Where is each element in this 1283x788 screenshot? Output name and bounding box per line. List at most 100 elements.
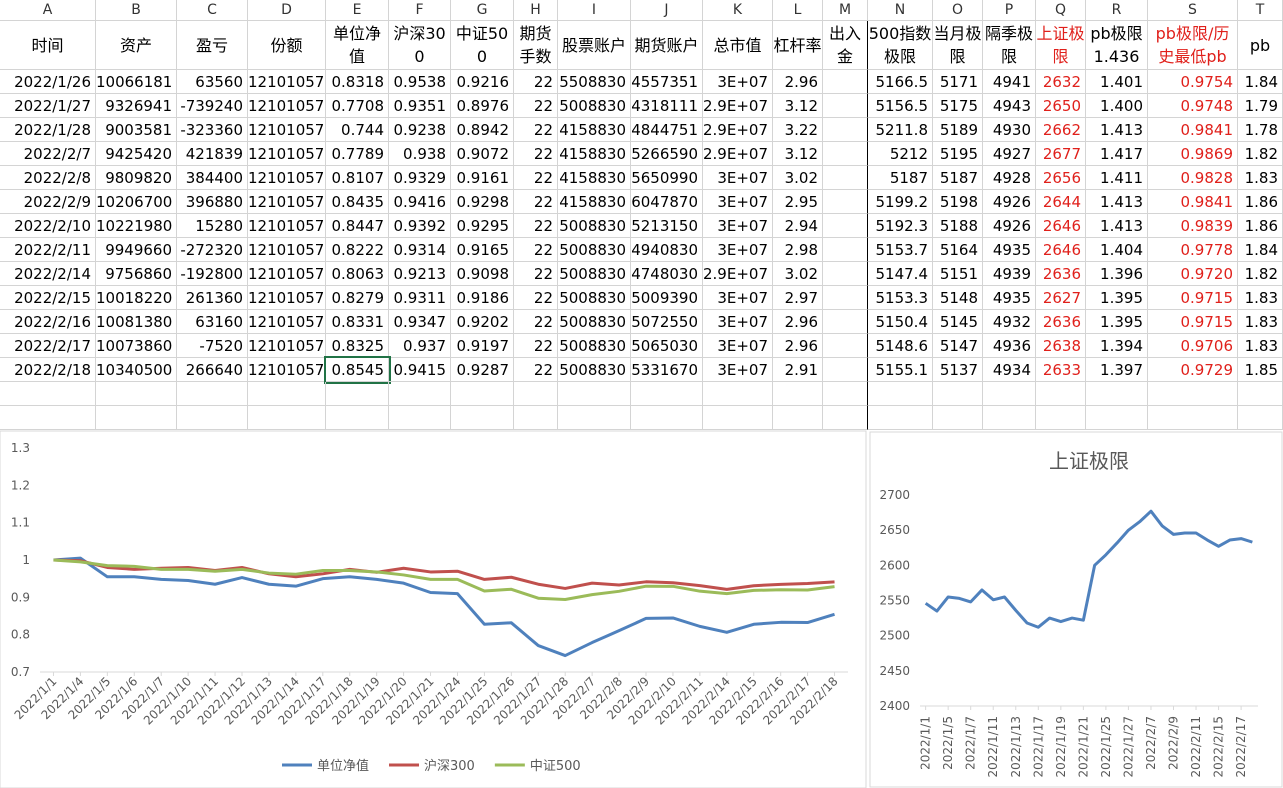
cell: 0.9538 [389,70,451,94]
header-cell: 时间 [0,21,96,70]
cell: 10073860 [96,334,177,358]
cell: 3E+07 [703,190,773,214]
cell [451,382,514,406]
cell [983,406,1036,430]
column-letter: J [631,0,703,21]
cell: 5137 [933,358,983,382]
cell: 10206700 [96,190,177,214]
y-tick-label: 2400 [879,699,910,713]
cell: 5175 [933,94,983,118]
column-letter: B [96,0,177,21]
cell: 5212 [868,142,933,166]
cell: 3E+07 [703,166,773,190]
cell: 5192.3 [868,214,933,238]
cell: 3E+07 [703,358,773,382]
x-tick-label: 2022/2/17 [1234,716,1248,778]
cell: 2022/2/18 [0,358,96,382]
cell: 5166.5 [868,70,933,94]
cell: -272320 [177,238,248,262]
cell: 9949660 [96,238,177,262]
cell: 22 [514,310,558,334]
cell: 0.9754 [1148,70,1238,94]
cell: 12101057 [248,214,326,238]
cell [326,382,389,406]
column-letter: C [177,0,248,21]
cell: 4926 [983,214,1036,238]
cell: 0.9213 [389,262,451,286]
x-tick-label: 2022/2/7 [1144,716,1158,770]
cell: 5008830 [558,334,631,358]
cell: 9003581 [96,118,177,142]
cell: 5187 [933,166,983,190]
cell: 0.9295 [451,214,514,238]
cell: 12101057 [248,118,326,142]
header-cell: 资产 [96,21,177,70]
cell: 2022/2/15 [0,286,96,310]
cell: 5151 [933,262,983,286]
cell: 5150.4 [868,310,933,334]
cell: 4930 [983,118,1036,142]
cell: 9326941 [96,94,177,118]
cell: 4158830 [558,166,631,190]
x-tick-label: 2022/1/27 [1121,716,1135,778]
x-tick-label: 2022/1/1 [919,716,933,770]
cell: 22 [514,286,558,310]
cell [823,406,868,430]
column-letter: G [451,0,514,21]
cell: 0.9392 [389,214,451,238]
cell: 5266590 [631,142,703,166]
cell [631,382,703,406]
header-cell: 上证极限 [1036,21,1086,70]
cell: 0.9298 [451,190,514,214]
cell [451,406,514,430]
cell: 2644 [1036,190,1086,214]
x-tick-label: 2022/1/17 [1031,716,1045,778]
cell: 0.9347 [389,310,451,334]
cell: 5155.1 [868,358,933,382]
cell: 2632 [1036,70,1086,94]
cell: 2.95 [773,190,823,214]
cell: 2.9E+07 [703,142,773,166]
cell: -7520 [177,334,248,358]
y-tick-label: 1 [22,553,30,567]
cell: 9809820 [96,166,177,190]
cell: 5188 [933,214,983,238]
cell: 12101057 [248,142,326,166]
cell: 4158830 [558,190,631,214]
cell: 5153.3 [868,286,933,310]
cell: 1.413 [1086,190,1148,214]
chart-title: 上证极限 [1049,449,1129,473]
cell: 0.9287 [451,358,514,382]
cell: 0.9314 [389,238,451,262]
cell: 4844751 [631,118,703,142]
cell: 0.7789 [326,142,389,166]
cell: 2.94 [773,214,823,238]
cell: 22 [514,190,558,214]
cell: 5148.6 [868,334,933,358]
cell: 0.9778 [1148,238,1238,262]
cell: 2022/2/16 [0,310,96,334]
cell: 0.9197 [451,334,514,358]
column-letter: R [1086,0,1148,21]
cell: 3E+07 [703,286,773,310]
cell: 2646 [1036,238,1086,262]
cell [389,406,451,430]
cell: 0.8447 [326,214,389,238]
cell: 2636 [1036,262,1086,286]
cell: 1.413 [1086,118,1148,142]
cell: 12101057 [248,358,326,382]
cell: 0.744 [326,118,389,142]
cell: 0.9416 [389,190,451,214]
cell [703,406,773,430]
cell: 4935 [983,286,1036,310]
cell: 10018220 [96,286,177,310]
series-line [53,556,835,658]
cell: -323360 [177,118,248,142]
cell: 5211.8 [868,118,933,142]
y-tick-label: 2650 [879,523,910,537]
cell [823,70,868,94]
cell: 10221980 [96,214,177,238]
cell: 0.8107 [326,166,389,190]
cell: 1.417 [1086,142,1148,166]
cell: -739240 [177,94,248,118]
